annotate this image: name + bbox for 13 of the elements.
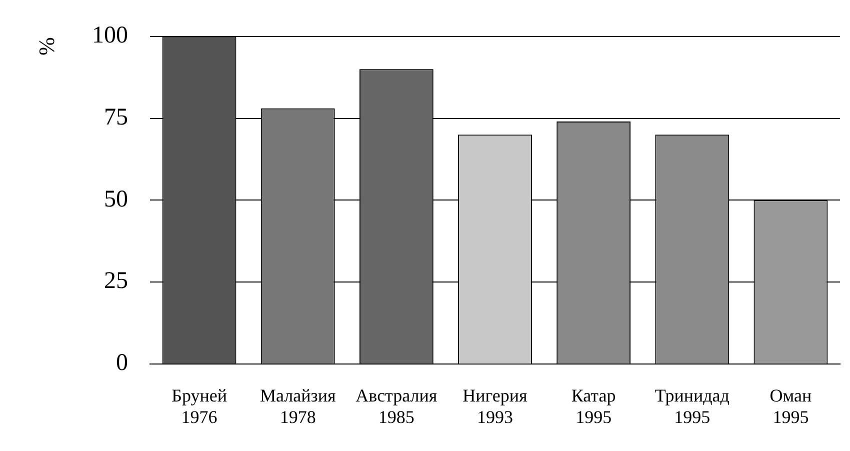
y-tick-label: 50	[104, 186, 128, 212]
y-axis-title: %	[34, 37, 59, 56]
x-tick-label: Оман 1995	[770, 385, 812, 427]
x-tick-label: Австралия 1985	[356, 385, 438, 427]
y-tick-label: 25	[104, 268, 128, 294]
y-tick-label: 0	[116, 350, 128, 376]
x-tick-label: Нигерия 1993	[462, 385, 528, 427]
x-tick-label: Тринидад 1995	[654, 385, 730, 427]
y-tick-label: 100	[92, 22, 128, 49]
y-tick-label: 75	[104, 104, 128, 131]
x-tick-label: Бруней 1976	[172, 385, 228, 427]
x-tick-label: Катар 1995	[571, 385, 616, 427]
x-tick-label: Малайзия 1978	[260, 385, 336, 427]
